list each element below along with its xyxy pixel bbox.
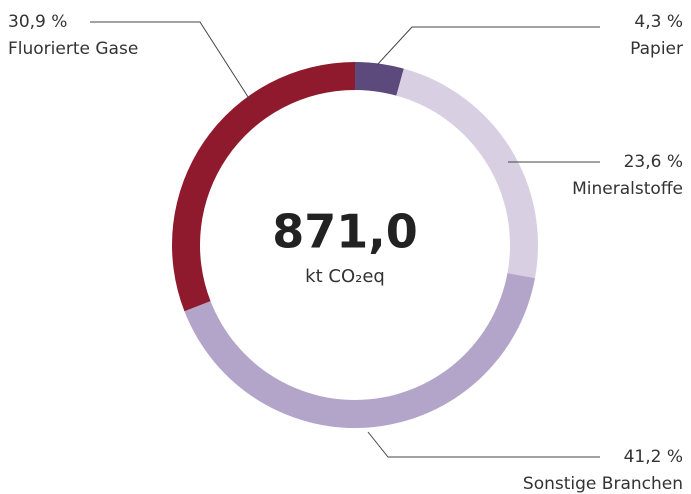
category-label: Sonstige Branchen — [523, 474, 683, 494]
donut-segment — [396, 68, 538, 279]
donut-segment — [172, 62, 355, 312]
donut-segment — [355, 62, 404, 96]
category-label: Papier — [630, 39, 683, 59]
value-label: 30,9 % — [8, 12, 67, 32]
leader-line — [376, 26, 600, 66]
category-label: Mineralstoffe — [572, 179, 683, 199]
total-value: 871,0 — [272, 205, 418, 259]
leader-line — [90, 21, 251, 101]
total-unit: kt CO₂eq — [305, 266, 385, 287]
value-label: 23,6 % — [624, 152, 683, 172]
value-label: 4,3 % — [634, 12, 683, 32]
value-label: 41,2 % — [624, 447, 683, 467]
donut-segment — [184, 273, 535, 428]
leader-line — [367, 431, 600, 458]
category-label: Fluorierte Gase — [8, 39, 138, 59]
